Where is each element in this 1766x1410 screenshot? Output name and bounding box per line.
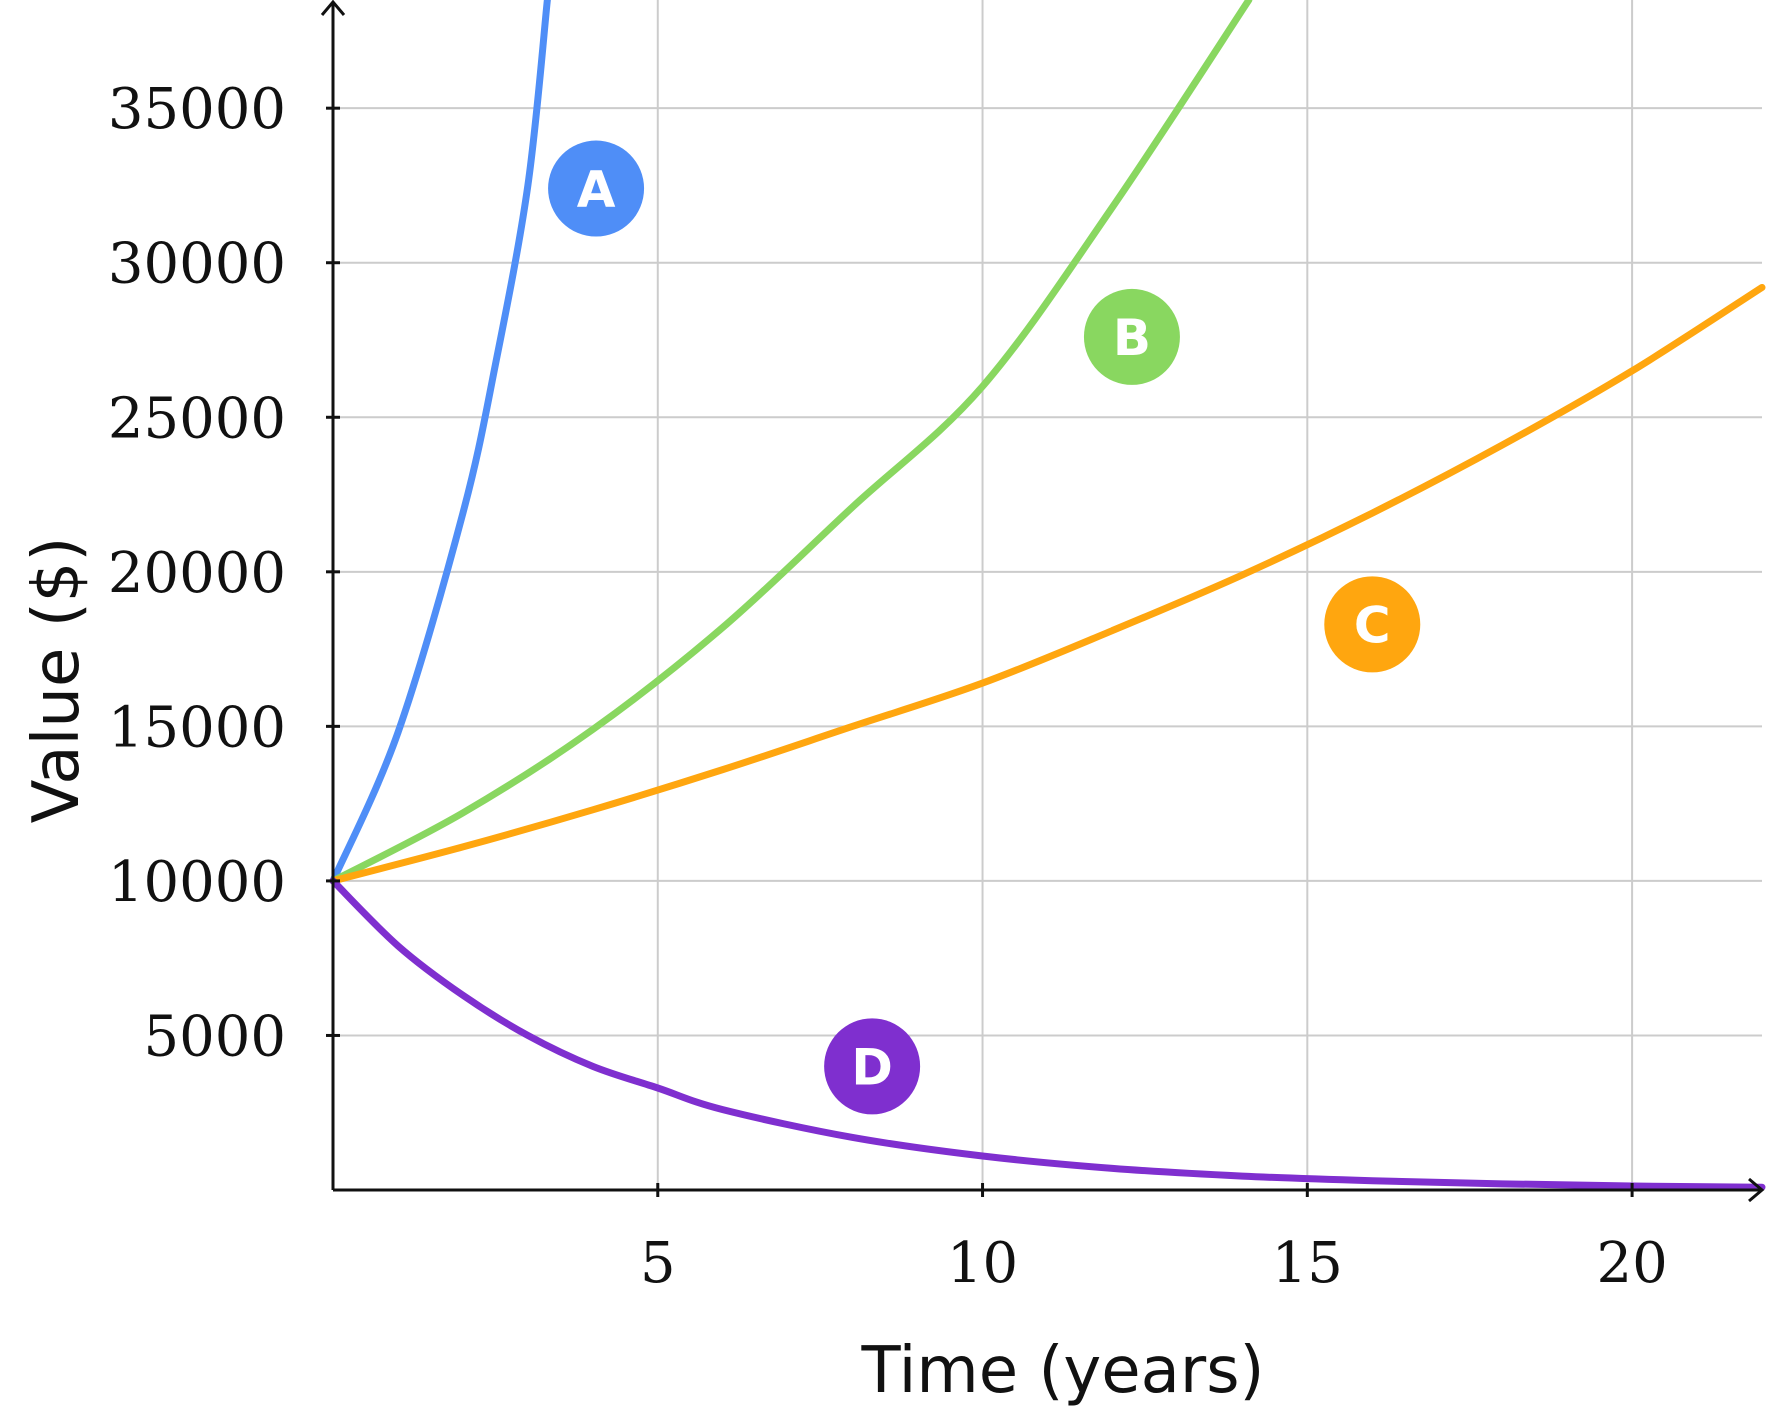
series-badge-d (824, 1018, 921, 1115)
y-tick-label: 25000 (108, 386, 286, 451)
series-badge-label: B (1113, 309, 1151, 367)
axes (320, 0, 1765, 1203)
y-axis-title: Value ($) (20, 537, 94, 824)
tick-labels: 5 10 15 20 5000 10000 15000 20000 25000 30000 3500… (108, 77, 1668, 1296)
series-line-d (329, 877, 1766, 1191)
y-tick-label: 5000 (143, 1004, 286, 1069)
x-tick-label: 15 (1272, 1231, 1343, 1296)
series-lines (329, 0, 1766, 1191)
y-tick-label: 35000 (108, 77, 286, 142)
series-badge-a (548, 140, 645, 237)
series-line-b (329, 0, 1253, 885)
series-badge-label: C (1354, 596, 1391, 654)
series-line-a (329, 0, 551, 885)
y-tick-label: 30000 (108, 232, 286, 297)
y-tick-label: 15000 (108, 695, 286, 760)
x-axis-title: Time (years) (860, 1334, 1264, 1408)
series-badge-label: A (577, 161, 616, 219)
series-badge-c (1324, 576, 1421, 673)
series-badge-b (1083, 288, 1180, 385)
grid-lines (333, 0, 1762, 1190)
x-tick-label: 5 (640, 1231, 676, 1296)
y-tick-label: 10000 (108, 850, 286, 915)
series-badge-label: D (851, 1038, 893, 1096)
x-tick-label: 20 (1596, 1231, 1667, 1296)
y-axis-arrow (320, 0, 346, 16)
x-tick-label: 10 (947, 1231, 1018, 1296)
x-axis-arrow (1748, 1177, 1765, 1203)
series-line-c (329, 283, 1766, 885)
series-badges: A B C D (548, 140, 1421, 1115)
y-tick-label: 20000 (108, 541, 286, 606)
